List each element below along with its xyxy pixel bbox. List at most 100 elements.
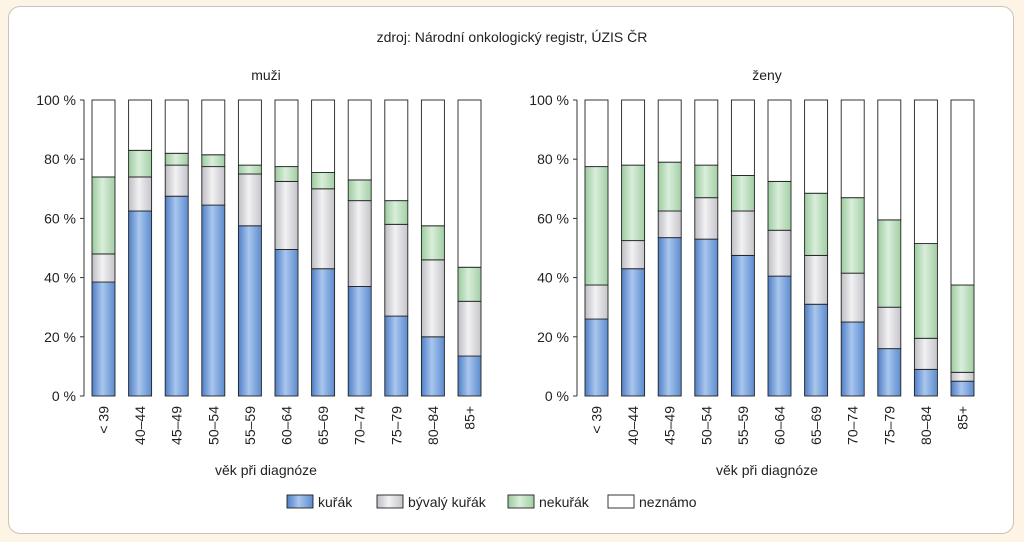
bar-segment-0 xyxy=(311,268,336,397)
bar-segment-3 xyxy=(91,99,116,178)
y-tick-label: 20 % xyxy=(44,329,76,345)
bar-segment-1 xyxy=(128,176,153,212)
bar-segment-3 xyxy=(420,99,445,227)
bar-segment-0 xyxy=(913,368,938,397)
bar-segment-0 xyxy=(657,237,682,397)
y-tick-label: 20 % xyxy=(537,329,569,345)
x-tick-label: 75–79 xyxy=(881,406,897,445)
bar-segment-0 xyxy=(694,238,719,397)
legend-label: nekuřák xyxy=(539,494,590,510)
bar-segment-2 xyxy=(657,161,682,212)
bar-segment-3 xyxy=(347,99,372,181)
bar-segment-3 xyxy=(584,99,609,168)
x-tick-label: 65–69 xyxy=(808,406,824,445)
y-tick-label: 80 % xyxy=(44,151,76,167)
x-tick-label: 85+ xyxy=(955,406,971,430)
bar-segment-3 xyxy=(274,99,299,168)
bar-segment-1 xyxy=(950,371,975,382)
bar-segment-2 xyxy=(457,266,482,302)
bar-segment-0 xyxy=(164,195,189,397)
bar-segment-0 xyxy=(840,321,865,397)
bar-segment-0 xyxy=(877,348,902,397)
bar-segment-1 xyxy=(420,259,445,338)
bar-segment-2 xyxy=(877,219,902,308)
bar-segment-2 xyxy=(420,225,445,261)
bar-segment-2 xyxy=(840,197,865,274)
bar-segment-0 xyxy=(457,355,482,397)
bar-segment-2 xyxy=(767,180,792,231)
x-tick-label: 50–54 xyxy=(698,406,714,445)
x-tick-label: 45–49 xyxy=(169,406,185,445)
bar-segment-1 xyxy=(584,284,609,320)
y-tick-label: 100 % xyxy=(36,92,76,108)
y-tick-label: 80 % xyxy=(537,151,569,167)
bar-segment-3 xyxy=(164,99,189,154)
legend-swatch xyxy=(607,494,635,509)
panel-title: muži xyxy=(251,67,281,83)
y-tick-label: 40 % xyxy=(537,270,569,286)
bar-segment-3 xyxy=(237,99,262,166)
x-tick-label: 80–84 xyxy=(918,406,934,445)
legend-swatch xyxy=(376,494,404,509)
bar-segment-3 xyxy=(840,99,865,199)
x-tick-label: 55–59 xyxy=(735,406,751,445)
bar-segment-3 xyxy=(913,99,938,245)
bar-segment-1 xyxy=(237,173,262,227)
bar-segment-3 xyxy=(384,99,409,202)
bar-segment-3 xyxy=(694,99,719,166)
bar-segment-0 xyxy=(730,254,755,397)
x-tick-label: 70–74 xyxy=(352,406,368,445)
bar-segment-3 xyxy=(877,99,902,221)
legend-swatch xyxy=(286,494,314,509)
legend-label: kuřák xyxy=(318,494,353,510)
bar-segment-3 xyxy=(767,99,792,182)
bar-segment-0 xyxy=(767,275,792,397)
bar-segment-0 xyxy=(91,281,116,397)
bar-segment-2 xyxy=(128,149,153,178)
bar-segment-0 xyxy=(950,380,975,397)
y-tick-label: 60 % xyxy=(537,210,569,226)
bar-segment-2 xyxy=(804,192,829,256)
bar-segment-2 xyxy=(347,179,372,202)
bar-segment-3 xyxy=(311,99,336,173)
panel-title: ženy xyxy=(752,67,782,83)
bar-segment-1 xyxy=(767,229,792,277)
x-axis-label: věk při diagnóze xyxy=(716,462,818,478)
bar-segment-0 xyxy=(201,204,226,397)
legend-swatch xyxy=(507,494,535,509)
x-tick-label: 65–69 xyxy=(315,406,331,445)
bar-segment-0 xyxy=(237,225,262,397)
bar-segment-1 xyxy=(311,188,336,270)
x-tick-label: 45–49 xyxy=(662,406,678,445)
bar-segment-2 xyxy=(384,200,409,225)
y-tick-label: 100 % xyxy=(529,92,569,108)
bar-segment-1 xyxy=(694,197,719,240)
y-tick-label: 40 % xyxy=(44,270,76,286)
bar-segment-1 xyxy=(274,180,299,250)
bar-segment-1 xyxy=(840,272,865,323)
bar-segment-2 xyxy=(237,164,262,175)
x-tick-label: 85+ xyxy=(462,406,478,430)
bar-segment-0 xyxy=(274,249,299,397)
x-tick-label: 70–74 xyxy=(845,406,861,445)
x-tick-label: 80–84 xyxy=(425,406,441,445)
x-tick-label: 40–44 xyxy=(625,406,641,445)
x-axis-label: věk při diagnóze xyxy=(215,462,317,478)
bar-segment-3 xyxy=(457,99,482,268)
x-tick-label: 75–79 xyxy=(388,406,404,445)
legend-label: neznámo xyxy=(639,494,697,510)
bar-segment-2 xyxy=(164,152,189,166)
bar-segment-1 xyxy=(201,166,226,206)
bar-segment-0 xyxy=(804,303,829,397)
x-tick-label: 50–54 xyxy=(205,406,221,445)
bar-segment-3 xyxy=(804,99,829,194)
y-tick-label: 0 % xyxy=(52,388,76,404)
x-tick-label: 60–64 xyxy=(279,406,295,445)
panel-1: ženy 0 % 20 % 40 % 60 % 80 % 100 % < 39 40–44 45–… xyxy=(529,67,975,478)
source-note: zdroj: Národní onkologický registr, ÚZIS… xyxy=(377,29,648,45)
bar-segment-1 xyxy=(804,254,829,305)
bar-segment-0 xyxy=(584,318,609,397)
bar-segment-1 xyxy=(91,253,116,283)
bar-segment-2 xyxy=(311,172,336,190)
